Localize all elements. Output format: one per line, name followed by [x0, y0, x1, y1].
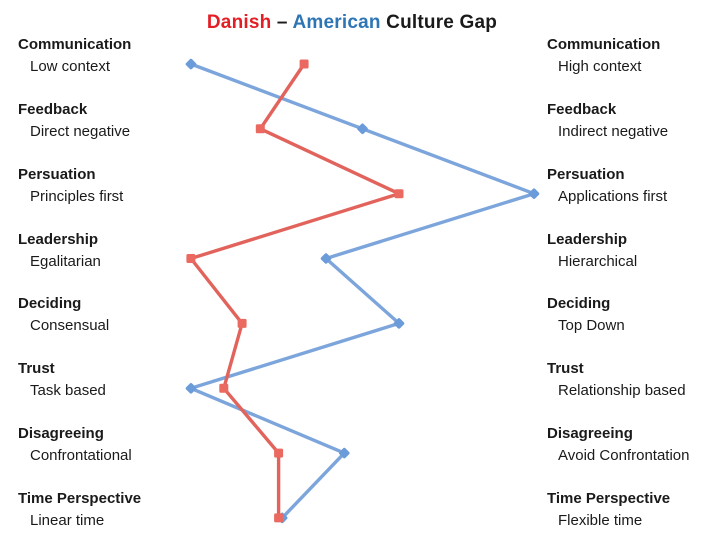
- row-communication-right: Communication High context: [547, 34, 719, 78]
- american-diamond-marker: [320, 253, 332, 264]
- category-name: Feedback: [18, 101, 88, 118]
- row-communication-left: Communication Low context: [18, 34, 188, 78]
- row-persuation-right: Persuation Applications first: [547, 164, 719, 208]
- right-pole-label: Avoid Confrontation: [558, 447, 690, 464]
- category-name: Deciding: [547, 295, 611, 312]
- right-pole-label: Indirect negative: [558, 123, 669, 140]
- left-pole-label: Task based: [30, 382, 106, 399]
- category-name: Communication: [18, 36, 132, 53]
- category-name: Leadership: [547, 231, 628, 248]
- left-pole-label: Principles first: [30, 188, 124, 205]
- category-name: Communication: [547, 36, 661, 53]
- chart-title: Danish – American Culture Gap: [0, 12, 704, 34]
- row-disagreeing-left: Disagreeing Confrontational: [18, 423, 188, 467]
- left-pole-label: Consensual: [30, 317, 110, 334]
- american-diamond-marker: [528, 188, 540, 199]
- american-diamond-marker: [339, 447, 350, 459]
- category-name: Persuation: [18, 166, 96, 183]
- danish-square-marker: [237, 318, 247, 328]
- row-feedback-right: Feedback Indirect negative: [547, 99, 719, 143]
- row-feedback-left: Feedback Direct negative: [18, 99, 188, 143]
- american-diamond-marker: [185, 383, 197, 394]
- american-diamond-marker: [393, 318, 405, 329]
- title-danish-word: Danish: [206, 12, 272, 33]
- category-name: Deciding: [18, 295, 82, 312]
- category-name: Time Perspective: [547, 490, 671, 507]
- left-pole-label: Linear time: [30, 512, 105, 529]
- danish-series-line: [189, 62, 401, 520]
- left-pole-label: Egalitarian: [30, 253, 101, 270]
- danish-square-marker: [274, 448, 284, 458]
- american-diamond-marker: [357, 123, 368, 135]
- right-pole-label: Applications first: [558, 188, 668, 205]
- right-pole-label: Flexible time: [558, 512, 643, 529]
- left-pole-label: Low context: [30, 58, 111, 75]
- category-name: Feedback: [547, 101, 617, 118]
- right-pole-label: High context: [558, 58, 642, 75]
- title-separator: –: [271, 12, 293, 33]
- category-name: Leadership: [18, 231, 99, 248]
- title-rest: Culture Gap: [380, 12, 498, 33]
- danish-square-marker: [299, 59, 309, 69]
- right-pole-label: Hierarchical: [558, 253, 638, 270]
- right-pole-label: Top Down: [558, 317, 625, 334]
- american-series-line: [189, 62, 536, 520]
- american-diamond-marker: [185, 58, 197, 70]
- category-name: Persuation: [547, 166, 625, 183]
- danish-square-marker: [255, 124, 265, 134]
- row-deciding-right: Deciding Top Down: [547, 293, 719, 337]
- danish-square-marker: [219, 383, 229, 393]
- right-pole-label: Relationship based: [558, 382, 686, 399]
- row-trust-right: Trust Relationship based: [547, 358, 719, 402]
- row-time-perspective-left: Time Perspective Linear time: [18, 488, 188, 532]
- left-pole-label: Confrontational: [30, 447, 132, 464]
- row-disagreeing-right: Disagreeing Avoid Confrontation: [547, 423, 719, 467]
- title-american-word: American: [292, 12, 381, 33]
- row-trust-left: Trust Task based: [18, 358, 188, 402]
- danish-square-marker: [394, 189, 404, 199]
- row-leadership-left: Leadership Egalitarian: [18, 229, 188, 273]
- category-name: Trust: [547, 360, 584, 377]
- left-pole-label: Direct negative: [30, 123, 131, 140]
- danish-square-marker: [274, 513, 284, 523]
- category-name: Disagreeing: [547, 425, 633, 442]
- row-time-perspective-right: Time Perspective Flexible time: [547, 488, 719, 532]
- danish-square-marker: [186, 254, 196, 263]
- row-deciding-left: Deciding Consensual: [18, 293, 188, 337]
- row-leadership-right: Leadership Hierarchical: [547, 229, 719, 273]
- category-name: Disagreeing: [18, 425, 104, 442]
- category-name: Time Perspective: [18, 490, 142, 507]
- category-name: Trust: [18, 360, 55, 377]
- row-persuation-left: Persuation Principles first: [18, 164, 188, 208]
